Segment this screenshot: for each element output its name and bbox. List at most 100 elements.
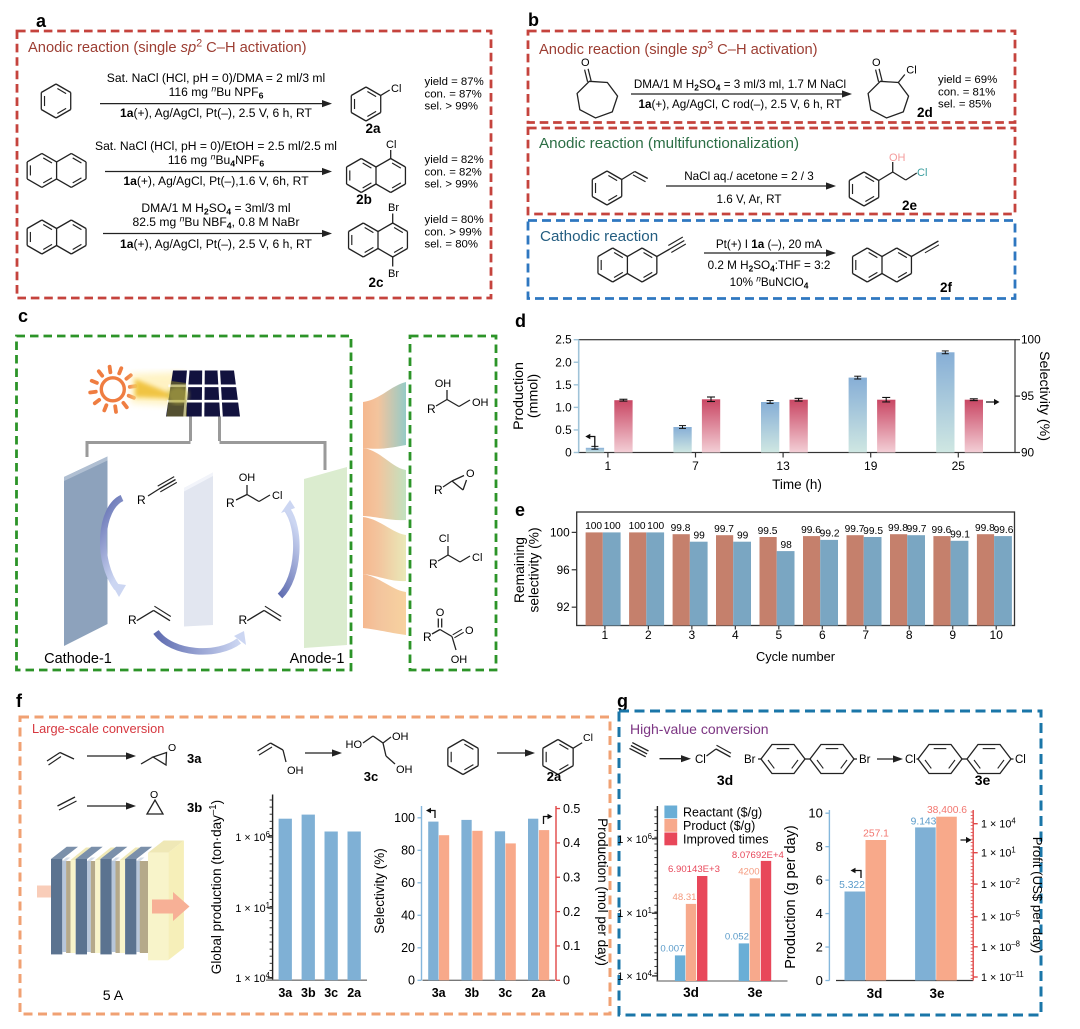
svg-text:O: O — [581, 57, 590, 69]
svg-text:1: 1 — [605, 459, 612, 473]
svg-text:1 × 101: 1 × 101 — [617, 906, 652, 920]
svg-text:6: 6 — [819, 628, 826, 642]
svg-text:a: a — [36, 11, 47, 31]
svg-text:1a(+), Ag/AgCl, C rod(–), 2.5: 1a(+), Ag/AgCl, C rod(–), 2.5 V, 6 h, RT — [638, 98, 841, 111]
svg-text:Cycle number: Cycle number — [756, 649, 836, 664]
svg-text:Reactant ($/g): Reactant ($/g) — [683, 806, 762, 820]
svg-text:Product ($/g): Product ($/g) — [683, 819, 755, 833]
svg-text:Production (g per day): Production (g per day) — [783, 825, 799, 968]
svg-text:3e: 3e — [975, 772, 991, 788]
svg-text:f: f — [16, 691, 23, 711]
svg-text:1a(+), Ag/AgCl, Pt(–), 2.5 V,: 1a(+), Ag/AgCl, Pt(–), 2.5 V, 6 h, RT — [120, 106, 313, 120]
svg-text:OH: OH — [239, 472, 256, 484]
svg-text:48.31: 48.31 — [672, 892, 696, 903]
svg-text:5.322: 5.322 — [839, 880, 865, 891]
svg-text:100: 100 — [585, 521, 602, 532]
svg-text:0: 0 — [563, 974, 570, 988]
svg-text:99.7: 99.7 — [714, 524, 734, 535]
svg-text:0.4: 0.4 — [563, 836, 580, 850]
svg-text:25: 25 — [952, 459, 966, 473]
svg-text:99.6: 99.6 — [801, 525, 821, 536]
svg-text:40: 40 — [401, 909, 415, 923]
svg-text:4200: 4200 — [738, 867, 759, 878]
svg-text:yield = 80%: yield = 80% — [425, 214, 484, 226]
svg-text:1 × 106: 1 × 106 — [235, 830, 270, 844]
svg-text:100: 100 — [647, 521, 664, 532]
svg-text:3c: 3c — [324, 986, 338, 1000]
svg-text:O: O — [466, 468, 475, 480]
svg-text:100: 100 — [394, 811, 415, 825]
svg-text:O: O — [465, 625, 474, 637]
svg-text:2f: 2f — [940, 280, 953, 295]
svg-text:Large-scale conversion: Large-scale conversion — [32, 721, 164, 736]
svg-text:82.5 mg nBu NBF4, 0.8 M NaBr: 82.5 mg nBu NBF4, 0.8 M NaBr — [133, 213, 300, 230]
svg-text:1 × 101: 1 × 101 — [235, 901, 270, 915]
svg-text:3e: 3e — [747, 985, 763, 1000]
svg-text:99.5: 99.5 — [758, 526, 778, 537]
svg-text:99.6: 99.6 — [932, 525, 952, 536]
svg-text:Improved times: Improved times — [683, 833, 768, 847]
svg-text:6: 6 — [816, 873, 823, 888]
svg-text:Cl: Cl — [391, 83, 401, 95]
svg-text:2c: 2c — [368, 275, 384, 290]
svg-text:7: 7 — [692, 459, 699, 473]
svg-text:3c: 3c — [498, 986, 512, 1000]
svg-text:OH: OH — [287, 765, 304, 777]
svg-text:5 A: 5 A — [103, 988, 124, 1004]
svg-text:2a: 2a — [532, 986, 547, 1000]
svg-text:Anodic reaction (single sp3 C–: Anodic reaction (single sp3 C–H activati… — [539, 39, 818, 58]
svg-text:2.5: 2.5 — [555, 333, 572, 347]
svg-text:2d: 2d — [917, 105, 933, 120]
svg-text:13: 13 — [776, 459, 790, 473]
svg-text:3a: 3a — [278, 986, 293, 1000]
svg-text:99.1: 99.1 — [950, 530, 970, 541]
svg-text:10: 10 — [990, 628, 1004, 642]
svg-text:3b: 3b — [301, 986, 316, 1000]
svg-text:100: 100 — [1021, 333, 1041, 347]
svg-text:OH: OH — [396, 764, 413, 776]
svg-text:0: 0 — [816, 973, 823, 988]
svg-text:3a: 3a — [187, 751, 202, 766]
svg-text:R: R — [128, 613, 137, 627]
svg-text:3d: 3d — [717, 772, 733, 788]
svg-text:sel. > 99%: sel. > 99% — [425, 179, 479, 191]
svg-text:sel. > 99%: sel. > 99% — [425, 101, 479, 113]
svg-text:80: 80 — [401, 844, 415, 858]
svg-text:R: R — [137, 493, 146, 507]
svg-text:OH: OH — [472, 397, 489, 409]
svg-text:1 × 106: 1 × 106 — [617, 832, 652, 846]
svg-text:116 mg nBu4NPF6: 116 mg nBu4NPF6 — [168, 151, 264, 168]
svg-text:1 × 101: 1 × 101 — [981, 846, 1016, 860]
svg-text:9: 9 — [949, 628, 956, 642]
svg-text:10: 10 — [808, 806, 822, 821]
svg-text:Anodic reaction (multifunction: Anodic reaction (multifunctionalization) — [539, 135, 799, 152]
svg-text:NaCl aq./ acetone = 2 / 3: NaCl aq./ acetone = 2 / 3 — [684, 170, 814, 183]
svg-text:Global production (ton·day–1): Global production (ton·day–1) — [208, 800, 224, 974]
svg-text:b: b — [528, 10, 539, 30]
svg-text:100: 100 — [550, 525, 570, 539]
svg-text:g: g — [617, 691, 628, 711]
svg-text:sel. = 80%: sel. = 80% — [425, 239, 479, 251]
svg-text:3c: 3c — [364, 769, 378, 784]
svg-text:8: 8 — [906, 628, 913, 642]
svg-text:Cathodic reaction: Cathodic reaction — [540, 228, 658, 245]
svg-text:Production (mol per day): Production (mol per day) — [595, 818, 610, 966]
svg-text:Cl: Cl — [272, 490, 282, 502]
svg-text:Cl: Cl — [695, 754, 706, 766]
svg-text:6.90143E+3: 6.90143E+3 — [668, 864, 720, 875]
svg-text:OH: OH — [392, 731, 409, 743]
svg-text:e: e — [515, 500, 525, 520]
svg-text:R: R — [429, 557, 438, 571]
svg-text:100: 100 — [604, 521, 621, 532]
svg-text:O: O — [168, 742, 176, 754]
svg-text:0.007: 0.007 — [660, 944, 684, 955]
svg-text:d: d — [515, 311, 526, 331]
svg-text:Sat. NaCl (HCl, pH = 0)/EtOH =: Sat. NaCl (HCl, pH = 0)/EtOH = 2.5 ml/2.… — [95, 139, 337, 153]
svg-text:Pt(+) I 1a (–), 20 mA: Pt(+) I 1a (–), 20 mA — [716, 238, 822, 251]
svg-text:3: 3 — [689, 628, 696, 642]
svg-text:HO: HO — [346, 739, 363, 751]
svg-text:99: 99 — [737, 531, 749, 542]
svg-text:1 × 104: 1 × 104 — [981, 817, 1016, 831]
svg-text:Cl: Cl — [386, 139, 396, 151]
svg-text:0.5: 0.5 — [563, 802, 580, 816]
